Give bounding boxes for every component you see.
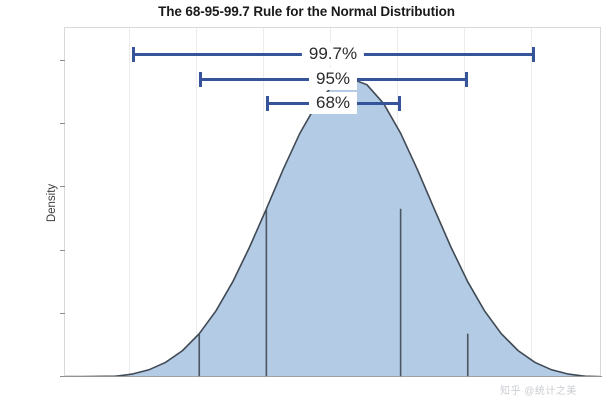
- annotation-cap-right: [532, 47, 535, 62]
- chart-title: The 68-95-99.7 Rule for the Normal Distr…: [158, 4, 455, 19]
- plot-area: 99.7% 95% 68% Density 0.0 0.1 0.2 0.3 0.…: [46, 27, 602, 377]
- density-area-fill: [65, 78, 602, 377]
- y-tick-mark-0-2: [60, 250, 65, 251]
- annotation-label-997: 99.7%: [301, 43, 365, 65]
- y-tick-mark-0-5: [60, 60, 65, 61]
- y-tick-mark-0-3: [60, 186, 65, 187]
- normal-distribution-plot: [65, 28, 602, 377]
- y-tick-mark-0-4: [60, 123, 65, 124]
- annotation-cap-right: [465, 72, 468, 87]
- annotation-label-68: 68%: [308, 92, 358, 114]
- annotation-cap-right: [398, 96, 401, 111]
- sigma-marker-lines: [198, 208, 469, 377]
- annotation-bar-68: 68%: [266, 92, 401, 114]
- annotation-bar-997: 99.7%: [132, 43, 535, 65]
- y-tick-mark-0-1: [60, 313, 65, 314]
- annotation-bar-95: 95%: [199, 68, 468, 90]
- y-tick-mark-0-0: [60, 376, 65, 377]
- y-axis-title: Density: [46, 183, 58, 223]
- annotation-label-95: 95%: [308, 68, 358, 90]
- watermark: 知乎 @统计之美: [500, 386, 577, 397]
